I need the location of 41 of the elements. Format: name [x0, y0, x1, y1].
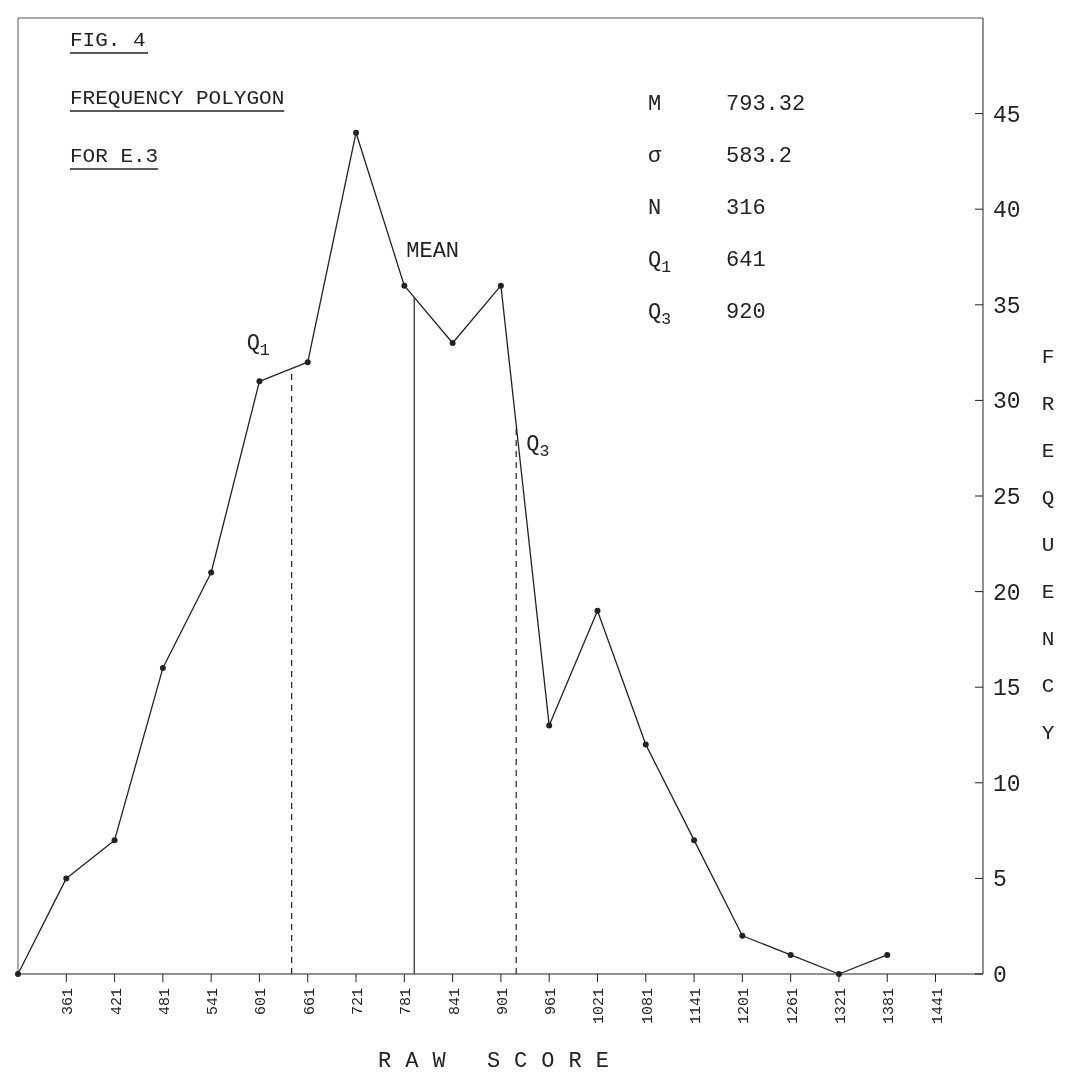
ref-line-label: MEAN [406, 239, 460, 265]
ref-line-label: Q$_{1}$ [246, 330, 270, 360]
x-tick-label: 481 [156, 988, 174, 1016]
x-tick-label: 1141 [688, 988, 706, 1025]
x-tick-label: 1021 [591, 988, 609, 1025]
text: FREQUENCY [1041, 346, 1055, 745]
x-tick-label: 1441 [929, 988, 947, 1025]
text: Q$_{1}$ 641 [648, 248, 766, 277]
y-tick-label: 5 [993, 867, 1007, 894]
x-tick-label: 601 [253, 988, 271, 1016]
text: σ 583.2 [648, 144, 793, 169]
ref-line-label: Q$_{3}$ [526, 431, 550, 461]
x-tick-label: 1261 [784, 988, 802, 1025]
y-tick-label: 20 [993, 580, 1021, 607]
x-tick-label: 961 [543, 988, 561, 1016]
x-tick-label: 1381 [881, 988, 899, 1025]
text: N 316 [648, 196, 766, 221]
x-tick-label: 1321 [832, 988, 850, 1025]
y-tick-label: 10 [993, 771, 1021, 798]
text: Q$_{3}$ 920 [648, 300, 766, 329]
text: FIG. 4 [70, 29, 146, 52]
y-tick-label: 25 [993, 485, 1021, 511]
y-tick-label: 35 [993, 293, 1021, 320]
x-tick-label: 1081 [639, 988, 657, 1025]
x-tick-label: 841 [446, 988, 464, 1016]
y-tick-label: 0 [993, 963, 1007, 989]
x-axis-title: RAW SCORE [378, 1049, 623, 1074]
x-tick-label: 421 [108, 988, 126, 1016]
x-tick-label: 781 [398, 988, 416, 1016]
x-tick-label: 721 [350, 988, 368, 1016]
x-tick-label: 661 [301, 988, 319, 1016]
text: FREQUENCY POLYGON FOR E.3 [70, 87, 285, 168]
y-tick-label: 40 [993, 198, 1021, 225]
x-tick-label: 361 [60, 988, 78, 1016]
x-tick-label: 1201 [736, 988, 754, 1025]
y-tick-label: 15 [993, 676, 1021, 703]
x-tick-label: 541 [205, 988, 223, 1016]
y-tick-label: 30 [993, 389, 1021, 416]
x-tick-label: 901 [494, 988, 512, 1016]
text: M 793.32 [648, 92, 806, 117]
y-tick-label: 45 [993, 102, 1021, 129]
